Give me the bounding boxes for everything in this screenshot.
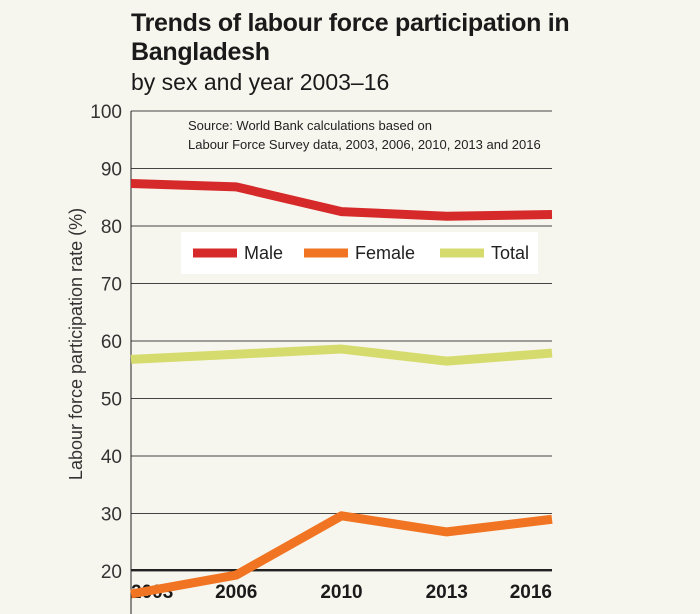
x-tick-label: 2006 (215, 582, 257, 603)
y-axis-ticks: 100 90 80 70 60 50 40 30 20 (90, 102, 122, 583)
series-line-female (130, 511, 553, 599)
y-tick-label: 90 (101, 160, 122, 181)
y-tick-label: 100 (90, 102, 122, 123)
legend: Male Female Total (181, 232, 538, 274)
x-tick-label: 2016 (510, 582, 552, 603)
y-tick-label: 70 (101, 275, 122, 296)
chart-title: Trends of labour force participation in … (131, 9, 570, 66)
y-tick-label: 30 (101, 505, 122, 526)
series-line-male (130, 178, 553, 221)
series-lines (130, 178, 553, 599)
chart-subtitle: by sex and year 2003–16 (131, 69, 390, 95)
legend-label-female: Female (355, 243, 415, 263)
y-tick-label: 20 (101, 562, 122, 583)
y-tick-label: 40 (101, 447, 122, 468)
series-line-total (130, 344, 553, 366)
source-line-1: Source: World Bank calculations based on (188, 118, 432, 133)
legend-label-male: Male (244, 243, 283, 263)
y-tick-label: 60 (101, 332, 122, 353)
y-tick-label: 50 (101, 390, 122, 411)
x-tick-label: 2010 (320, 582, 362, 603)
y-axis-label: Labour force participation rate (%) (66, 208, 86, 480)
source-line-2: Labour Force Survey data, 2003, 2006, 20… (188, 137, 541, 152)
x-tick-label: 2013 (426, 582, 468, 603)
legend-label-total: Total (491, 243, 529, 263)
y-tick-label: 80 (101, 217, 122, 238)
